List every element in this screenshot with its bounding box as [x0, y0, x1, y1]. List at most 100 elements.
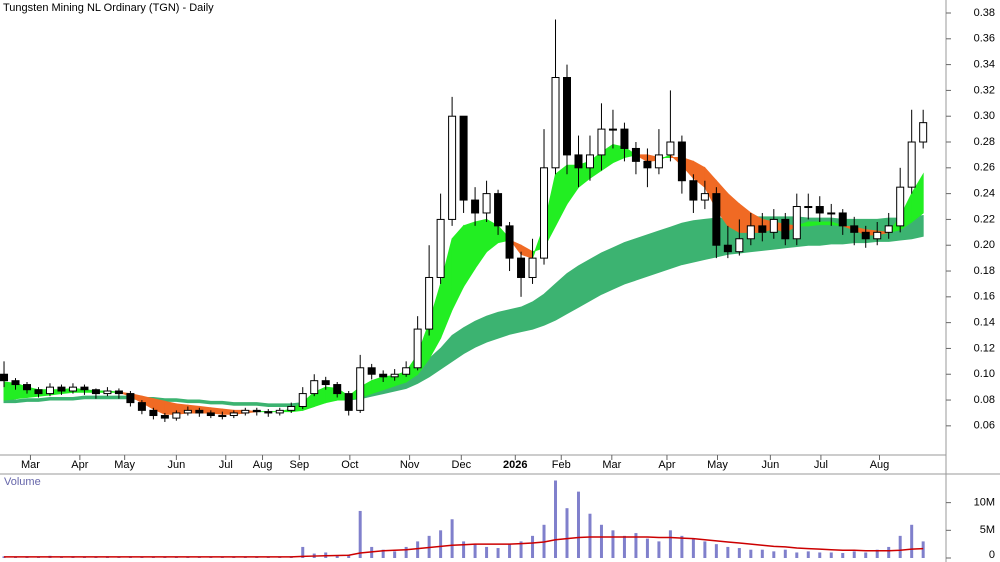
candle-body [310, 380, 319, 395]
x-tick-label: Mar [21, 459, 40, 471]
volume-title: Volume [4, 476, 41, 488]
candle-body [344, 393, 353, 411]
candle-body [677, 141, 686, 182]
volume-tick-label: 0 [989, 549, 995, 561]
candle-body [413, 328, 422, 369]
candle-body [11, 380, 20, 386]
y-tick-label: 0.08 [974, 394, 995, 406]
candle-body [195, 409, 204, 414]
volume-tick-label: 10M [974, 497, 995, 509]
candle-body [390, 373, 399, 378]
short-band [566, 164, 579, 206]
x-tick-label: Jun [167, 459, 185, 471]
y-tick-label: 0.12 [974, 342, 995, 354]
candle-body [689, 180, 698, 201]
candle-body [137, 402, 146, 411]
candle-body [436, 218, 445, 278]
candle-body [907, 141, 916, 188]
candle-body [804, 206, 813, 209]
candle-body [551, 77, 560, 169]
x-tick-label: Jul [814, 459, 828, 471]
candle-body [563, 77, 571, 156]
x-tick-label: Aug [253, 459, 273, 471]
candle-body [356, 367, 365, 411]
candle-body [241, 409, 250, 414]
candle-body [540, 167, 549, 259]
candle-body [597, 128, 606, 156]
candle-body [505, 225, 514, 259]
candle-body [275, 409, 284, 414]
candle-body [459, 115, 468, 201]
x-tick-label: Apr [71, 459, 88, 471]
candle-body [620, 128, 629, 149]
y-tick-label: 0.26 [974, 162, 995, 174]
candle-body [298, 393, 307, 407]
y-tick-label: 0.06 [974, 420, 995, 432]
y-tick-label: 0.20 [974, 239, 995, 251]
candle-body [827, 212, 836, 215]
candle-body [229, 412, 238, 417]
candle-body [746, 225, 755, 240]
y-tick-label: 0.16 [974, 291, 995, 303]
candle-body [700, 193, 709, 201]
volume-tick-label: 5M [980, 524, 995, 536]
candle-body [172, 412, 181, 419]
candle-body [608, 128, 617, 131]
short-band [164, 400, 177, 415]
candle-body [0, 373, 9, 382]
candle-body [815, 206, 824, 214]
short-band [555, 164, 568, 227]
short-band [520, 244, 534, 259]
candle-body [585, 154, 594, 169]
x-tick-label: May [707, 459, 728, 471]
candle-body [321, 380, 330, 386]
candle-body [57, 386, 66, 392]
y-tick-label: 0.32 [974, 84, 995, 96]
x-tick-label: Aug [870, 459, 890, 471]
candle-body [287, 405, 296, 411]
short-band [463, 221, 476, 289]
candle-body [919, 122, 928, 143]
x-tick-label: Jul [219, 459, 233, 471]
candle-body [45, 386, 54, 395]
candle-body [758, 225, 767, 233]
y-tick-label: 0.28 [974, 136, 995, 148]
y-tick-label: 0.24 [974, 188, 995, 200]
candle-body [850, 225, 859, 233]
y-tick-label: 0.38 [974, 7, 995, 19]
y-tick-label: 0.14 [974, 317, 995, 329]
x-tick-label: Nov [400, 459, 420, 471]
candle-body [723, 244, 732, 253]
volume-ma [4, 536, 924, 558]
candle-body [896, 186, 905, 227]
y-tick-label: 0.36 [974, 33, 995, 45]
x-tick-label: Mar [602, 459, 621, 471]
short-band [474, 218, 488, 271]
candle-body [471, 199, 480, 214]
candle-body [873, 231, 882, 240]
x-tick-label: Sep [290, 459, 310, 471]
y-tick-label: 0.30 [974, 110, 995, 122]
candle-body [425, 276, 434, 330]
candle-body [367, 367, 376, 375]
x-tick-label: Oct [341, 459, 358, 471]
candle-body [861, 231, 870, 240]
candle-body [838, 212, 847, 227]
candle-body [402, 367, 411, 375]
candle-body [218, 415, 227, 418]
candle-body [643, 160, 652, 169]
candle-body [654, 154, 663, 169]
candle-body [126, 393, 135, 404]
candle-body [149, 409, 158, 417]
y-tick-label: 0.18 [974, 265, 995, 277]
candle-body [114, 390, 123, 395]
x-tick-label: 2026 [503, 459, 527, 471]
candle-body [528, 257, 537, 278]
candle-body [735, 238, 744, 253]
candle-body [91, 389, 100, 395]
candle-body [884, 225, 893, 233]
candle-body [23, 384, 31, 391]
candle-body [482, 193, 491, 214]
x-tick-label: Feb [552, 459, 571, 471]
